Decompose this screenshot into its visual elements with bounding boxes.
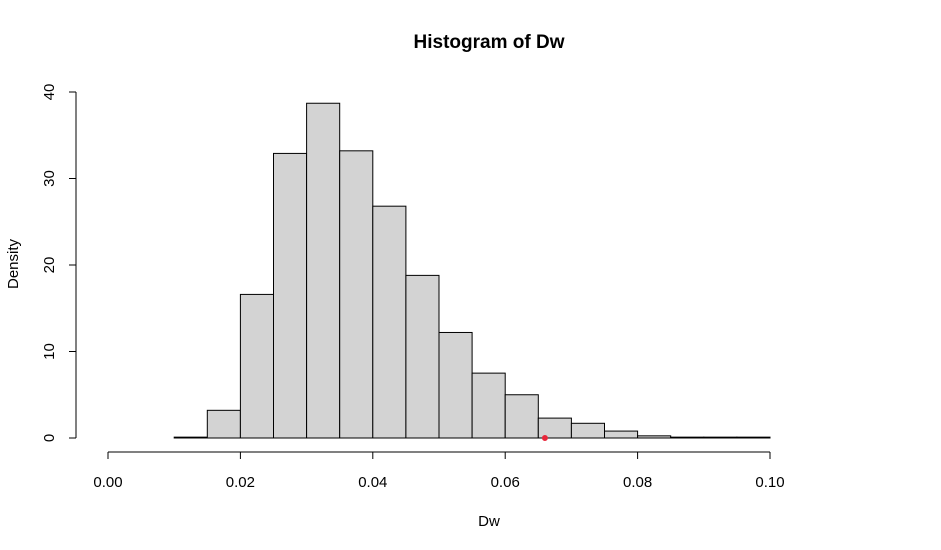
- x-tick-label-4: 0.08: [623, 474, 652, 491]
- y-tick-label-4: 40: [41, 84, 58, 101]
- x-axis-label: Dw: [478, 513, 500, 530]
- y-tick-label-1: 10: [41, 343, 58, 360]
- x-tick-label-3: 0.06: [491, 474, 520, 491]
- histogram-bar-16: [703, 436, 738, 439]
- histogram-bar-10: [504, 394, 539, 439]
- histogram-bar-3: [273, 152, 308, 439]
- x-axis: 0.00 0.02 0.04 0.06 0.08 0.10: [93, 451, 785, 491]
- x-tick-label-5: 0.10: [755, 474, 784, 491]
- histogram-bar-7: [405, 274, 440, 439]
- x-tick-label-1: 0.02: [226, 474, 255, 491]
- histogram-bar-5: [339, 150, 374, 439]
- histogram-bar-14: [637, 435, 672, 439]
- chart-title: Histogram of Dw: [414, 32, 565, 53]
- x-tick-label-2: 0.04: [358, 474, 387, 491]
- histogram-bar-13: [604, 430, 639, 439]
- x-tick-label-0: 0.00: [93, 474, 122, 491]
- observed-value-marker: [541, 435, 548, 441]
- histogram-bar-0: [173, 436, 208, 439]
- histogram-bar-4: [306, 102, 341, 439]
- histogram-bar-8: [438, 331, 473, 439]
- y-tick-label-0: 0: [41, 434, 58, 442]
- histogram-bar-12: [570, 422, 606, 439]
- histogram-bar-15: [670, 436, 705, 439]
- y-tick-label-2: 20: [41, 257, 58, 274]
- histogram-bar-9: [471, 372, 506, 439]
- histogram-bar-1: [206, 409, 241, 439]
- histogram-bar-6: [372, 205, 407, 439]
- y-axis-label: Density: [5, 238, 22, 289]
- histogram-bar-17: [736, 436, 771, 439]
- histogram-bar-2: [239, 293, 274, 439]
- y-tick-label-3: 30: [41, 170, 58, 187]
- histogram-bar-11: [537, 417, 572, 439]
- y-axis: 0 10 20 30 40: [41, 84, 77, 442]
- histogram-bars: [173, 102, 771, 439]
- marker-layer: [541, 435, 548, 441]
